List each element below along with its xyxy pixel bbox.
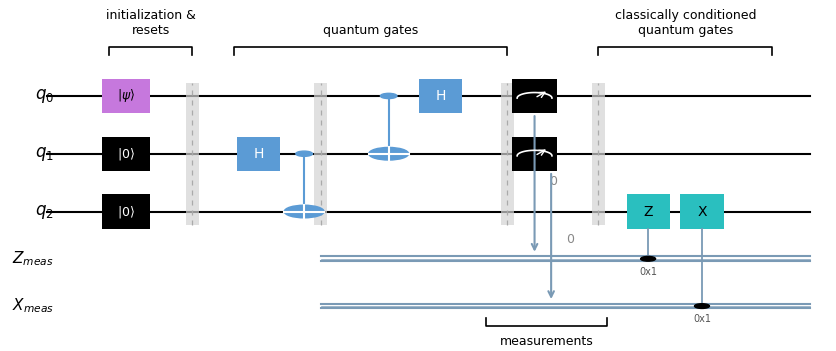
- FancyBboxPatch shape: [420, 79, 462, 113]
- Text: 0: 0: [549, 175, 558, 188]
- Text: Z: Z: [644, 205, 653, 219]
- FancyBboxPatch shape: [626, 194, 670, 229]
- FancyBboxPatch shape: [681, 194, 723, 229]
- FancyBboxPatch shape: [102, 79, 150, 113]
- Text: $X_{meas}$: $X_{meas}$: [12, 297, 54, 316]
- Text: quantum gates: quantum gates: [323, 24, 418, 37]
- Text: H: H: [253, 147, 263, 161]
- FancyBboxPatch shape: [512, 79, 558, 113]
- FancyBboxPatch shape: [102, 194, 150, 229]
- FancyBboxPatch shape: [102, 137, 150, 171]
- Text: $|0\rangle$: $|0\rangle$: [117, 146, 135, 162]
- Text: 0x1: 0x1: [639, 267, 657, 277]
- Text: 0x1: 0x1: [693, 314, 711, 324]
- Text: measurements: measurements: [500, 335, 594, 348]
- Circle shape: [369, 147, 409, 160]
- Text: $Z_{meas}$: $Z_{meas}$: [13, 250, 54, 268]
- FancyBboxPatch shape: [501, 83, 514, 225]
- FancyBboxPatch shape: [186, 83, 199, 225]
- Text: initialization &
resets: initialization & resets: [106, 9, 196, 37]
- Text: $|\psi\rangle$: $|\psi\rangle$: [117, 87, 135, 105]
- FancyBboxPatch shape: [512, 137, 558, 171]
- FancyBboxPatch shape: [237, 137, 280, 171]
- Text: $q_0$: $q_0$: [34, 87, 54, 105]
- Text: X: X: [697, 205, 706, 219]
- Circle shape: [640, 257, 655, 261]
- Text: $q_1$: $q_1$: [35, 145, 54, 163]
- Text: classically conditioned
quantum gates: classically conditioned quantum gates: [614, 9, 757, 37]
- Text: H: H: [436, 89, 446, 103]
- Text: 0: 0: [566, 233, 574, 246]
- Circle shape: [380, 93, 397, 99]
- Circle shape: [296, 151, 313, 156]
- FancyBboxPatch shape: [314, 83, 328, 225]
- Circle shape: [695, 304, 710, 309]
- Text: $|0\rangle$: $|0\rangle$: [117, 204, 135, 219]
- Circle shape: [284, 205, 324, 218]
- FancyBboxPatch shape: [592, 83, 605, 225]
- Text: $q_2$: $q_2$: [35, 203, 54, 220]
